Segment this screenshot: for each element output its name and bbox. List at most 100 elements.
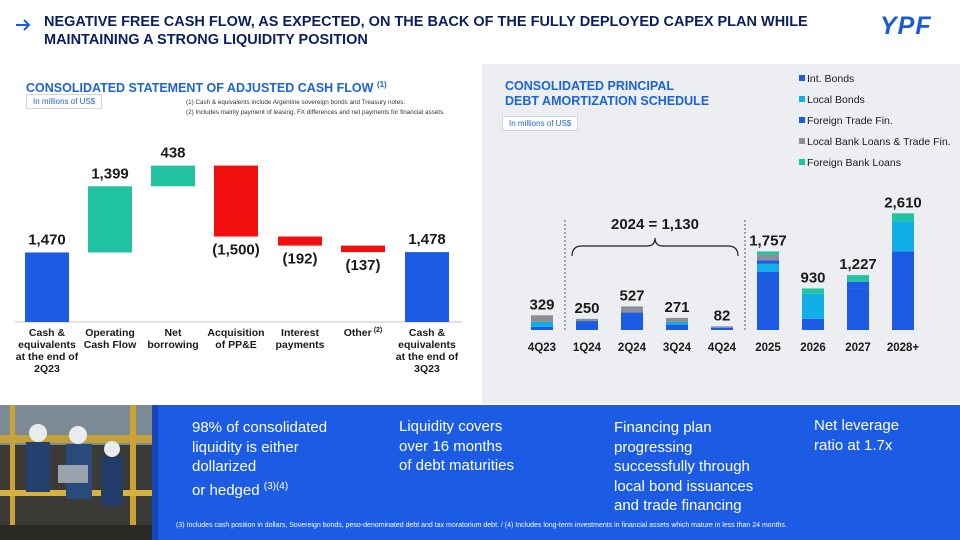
debt-bar-segment (802, 318, 824, 330)
debt-bar-segment (666, 324, 688, 330)
arrow-right-icon (16, 19, 31, 31)
debt-bar-segment (757, 254, 779, 261)
debt-bar-segment (621, 306, 643, 313)
kpi1-sup: (3)(4) (263, 480, 289, 492)
legend-label: Local Bonds (807, 94, 865, 106)
bottom-footnote: (3) Includes cash position in dollars, S… (176, 522, 787, 529)
cash-flow-note-1: (1) Cash & equivalents include Argentine… (186, 99, 406, 106)
debt-total-label: 2,610 (884, 194, 922, 211)
legend-swatch (799, 96, 805, 102)
debt-bar-segment (892, 213, 914, 222)
debt-total-label: 930 (800, 269, 825, 286)
debt-total-label: 82 (714, 307, 731, 324)
legend-label: Int. Bonds (807, 73, 855, 85)
waterfall-value-label: (1,500) (212, 242, 260, 259)
waterfall-value-label: 1,478 (408, 231, 446, 248)
waterfall-category-label: Operating (85, 327, 135, 339)
legend-swatch (799, 159, 805, 165)
debt-title: CONSOLIDATED PRINCIPAL DEBT AMORTIZATION… (505, 79, 709, 109)
debt-category-label: 2028+ (887, 342, 920, 354)
ypf-logo: YPF (880, 12, 932, 40)
waterfall-category-label: 2Q23 (34, 363, 60, 375)
kpi1-line: or hedged (192, 481, 260, 499)
debt-bar-segment (531, 321, 553, 327)
waterfall-value-label: 1,470 (28, 231, 66, 248)
legend-item: Local Bonds (799, 93, 865, 107)
kpi3-line: and trade financing (614, 497, 742, 514)
legend-swatch (799, 117, 805, 123)
debt-title-line-1: CONSOLIDATED PRINCIPAL (505, 79, 674, 93)
debt-category-label: 2Q24 (618, 342, 647, 354)
debt-bar-segment (757, 251, 779, 255)
waterfall-bar (151, 165, 195, 187)
debt-category-label: 2026 (800, 342, 826, 354)
debt-total-label: 250 (574, 300, 599, 317)
debt-bar-segment (576, 318, 598, 322)
debt-bar-segment (757, 260, 779, 264)
waterfall-category-label: Net (165, 327, 182, 339)
debt-bar-segment (711, 327, 733, 330)
waterfall-bar (278, 236, 322, 246)
cash-flow-title: CONSOLIDATED STATEMENT OF ADJUSTED CASH … (26, 77, 387, 96)
waterfall-category-label: Acquisition (207, 327, 264, 339)
waterfall-label-sup: (2) (372, 327, 383, 334)
year-2024-bracket (571, 237, 739, 257)
legend-item: Foreign Bank Loans (799, 156, 901, 170)
banner-stripe (152, 405, 158, 540)
debt-total-label: 1,757 (749, 232, 787, 249)
kpi-net-leverage: Net leverage ratio at 1.7x (814, 416, 899, 455)
legend-swatch (799, 138, 805, 144)
waterfall-category-label: Interest (281, 327, 319, 339)
kpi4-line: Net leverage (814, 417, 900, 434)
cash-flow-title-sup: (1) (376, 80, 387, 89)
debt-category-label: 2025 (755, 342, 781, 354)
debt-category-label: 1Q24 (573, 342, 602, 354)
debt-bar-segment (621, 312, 643, 330)
page-title: NEGATIVE FREE CASH FLOW, AS EXPECTED, ON… (44, 14, 808, 48)
waterfall-category-label: Cash Flow (84, 339, 137, 351)
debt-bar-segment (757, 271, 779, 330)
waterfall-category-label: Cash & (29, 327, 66, 339)
debt-bar-segment (892, 221, 914, 252)
waterfall-category-label: payments (275, 339, 324, 351)
kpi-banner (0, 405, 960, 540)
debt-bar-segment (666, 321, 688, 325)
year-2024-total-label: 2024 = 1,130 (611, 216, 699, 233)
kpi1-line: dollarized (192, 458, 257, 475)
kpi-liquidity-dollarized: 98% of consolidated liquidity is either … (192, 418, 327, 500)
waterfall-value-label: 438 (160, 145, 185, 162)
cash-flow-title-text: CONSOLIDATED STATEMENT OF ADJUSTED CASH … (26, 81, 374, 96)
legend-label: Local Bank Loans & Trade Fin. (807, 136, 951, 148)
kpi1-line: 98% of consolidated (192, 419, 328, 436)
debt-bar-segment (847, 281, 869, 289)
legend-label: Foreign Trade Fin. (807, 115, 893, 127)
waterfall-category-label: borrowing (147, 339, 198, 351)
waterfall-category-label: equivalents (398, 339, 456, 351)
debt-bar-segment (802, 288, 824, 294)
legend-item: Local Bank Loans & Trade Fin. (799, 135, 951, 149)
waterfall-category-label: at the end of (396, 351, 459, 363)
legend-item: Foreign Trade Fin. (799, 114, 893, 128)
kpi2-line: Liquidity covers (399, 418, 503, 435)
waterfall-category-label: 3Q23 (414, 363, 440, 375)
waterfall-category-label: at the end of (16, 351, 79, 363)
kpi2-line: of debt maturities (399, 457, 515, 474)
kpi3-line: Financing plan (614, 419, 712, 436)
debt-category-label: 2027 (845, 342, 871, 354)
debt-total-label: 1,227 (839, 256, 877, 273)
legend-label: Foreign Bank Loans (807, 157, 901, 169)
debt-bar-segment (892, 251, 914, 330)
kpi2-line: over 16 months (399, 437, 503, 455)
waterfall-category-label: equivalents (18, 339, 76, 351)
debt-category-label: 4Q23 (528, 342, 556, 354)
waterfall-category-label: of PP&E (215, 339, 256, 351)
kpi3-line: progressing (614, 438, 693, 456)
debt-total-label: 527 (619, 287, 644, 304)
kpi-financing-plan: Financing plan progressing successfully … (614, 418, 753, 516)
debt-bar-segment (576, 321, 598, 330)
legend-swatch (799, 75, 805, 81)
debt-bar-segment (802, 293, 824, 319)
debt-bar-segment (531, 326, 553, 330)
waterfall-bar (88, 186, 132, 253)
